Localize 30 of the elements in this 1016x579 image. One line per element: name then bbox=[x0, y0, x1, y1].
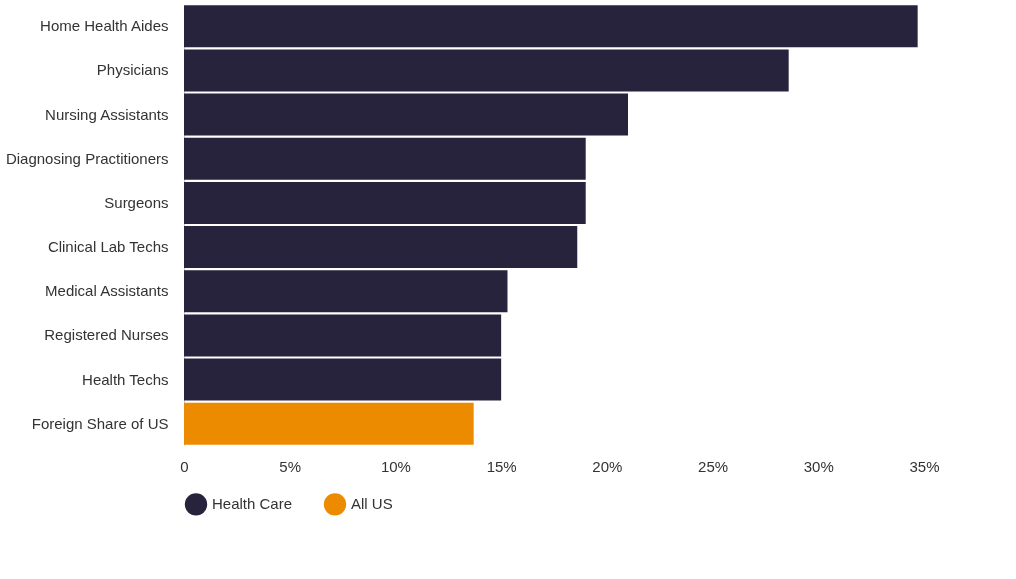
y-tick-label: Surgeons bbox=[104, 193, 169, 211]
x-tick-label: 30% bbox=[803, 457, 834, 475]
y-tick-label: Clinical Lab Techs bbox=[47, 238, 169, 256]
bar bbox=[184, 93, 628, 136]
bar bbox=[184, 137, 586, 180]
y-tick-label: Physicians bbox=[96, 61, 169, 79]
y-tick-label: Foreign Share of US bbox=[31, 414, 169, 432]
x-tick-label: 15% bbox=[486, 457, 517, 475]
x-tick-label: 0 bbox=[180, 457, 189, 475]
bar bbox=[184, 270, 508, 313]
y-tick-label: Health Techs bbox=[82, 370, 169, 388]
bar bbox=[184, 181, 586, 224]
y-tick-label: Nursing Assistants bbox=[45, 105, 169, 123]
legend-label: All US bbox=[351, 495, 393, 513]
x-tick-label: 25% bbox=[698, 457, 729, 475]
bar bbox=[184, 49, 789, 92]
y-tick-label: Medical Assistants bbox=[45, 282, 169, 300]
y-tick-label: Home Health Aides bbox=[40, 17, 169, 35]
x-tick-label: 5% bbox=[279, 457, 302, 475]
x-tick-label: 35% bbox=[909, 457, 940, 475]
bar bbox=[184, 226, 578, 269]
bar bbox=[184, 5, 918, 48]
y-tick-label: Diagnosing Practitioners bbox=[5, 149, 169, 167]
x-tick-label: 10% bbox=[380, 457, 411, 475]
bar bbox=[184, 358, 502, 401]
x-tick-label: 20% bbox=[592, 457, 623, 475]
bar bbox=[184, 402, 474, 445]
y-tick-label: Registered Nurses bbox=[44, 326, 169, 344]
legend-label: Health Care bbox=[212, 495, 293, 513]
bar bbox=[184, 314, 502, 357]
